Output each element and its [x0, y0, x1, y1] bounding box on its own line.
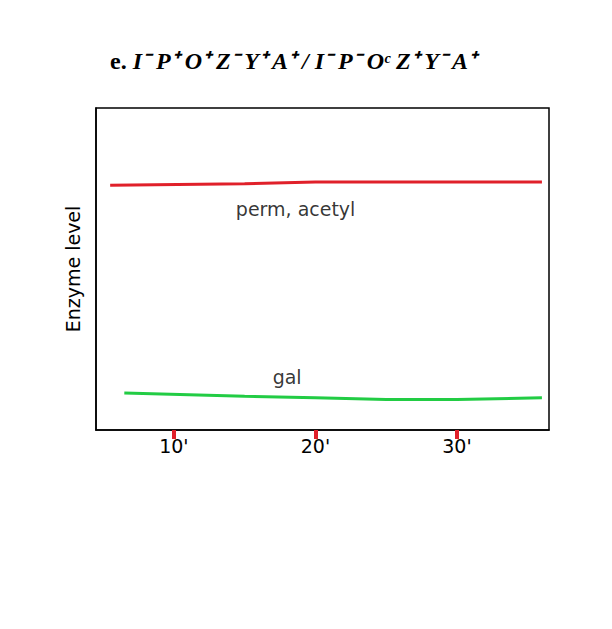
svg-text:10': 10': [159, 435, 188, 457]
svg-text:20': 20': [301, 435, 330, 457]
svg-text:I⁻ P⁺ O⁺ Z⁻ Y⁺ A⁺ / I⁻ P⁻ Oᶜ Z: I⁻ P⁺ O⁺ Z⁻ Y⁺ A⁺ / I⁻ P⁻ Oᶜ Z⁺ Y⁻ A⁺: [132, 48, 480, 74]
svg-text:e.: e.: [110, 48, 133, 74]
svg-text:30': 30': [442, 435, 471, 457]
svg-text:Enzyme level: Enzyme level: [62, 206, 84, 333]
svg-text:gal: gal: [273, 366, 302, 388]
svg-text:perm, acetyl: perm, acetyl: [236, 198, 356, 220]
